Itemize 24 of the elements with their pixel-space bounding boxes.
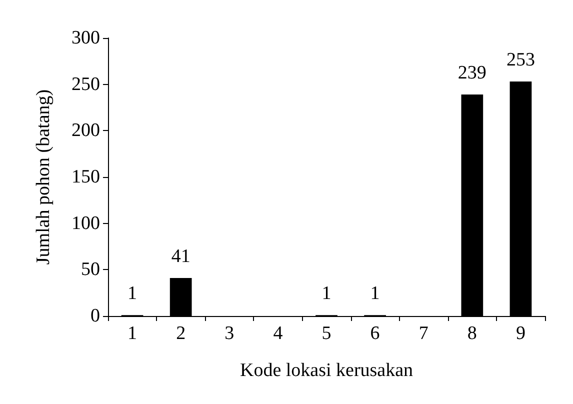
- x-tick-label: 9: [516, 323, 526, 344]
- y-tick-label: 0: [90, 306, 100, 326]
- y-axis-title: Jumlah pohon (batang): [33, 89, 54, 265]
- data-label: 1: [322, 283, 332, 304]
- x-tick-label: 1: [128, 323, 138, 344]
- x-tick-label: 8: [467, 323, 477, 344]
- x-tick-label: 5: [322, 323, 332, 344]
- y-tick-label: 200: [72, 120, 100, 142]
- y-tick-label: 150: [72, 166, 100, 188]
- y-tick-label: 300: [72, 28, 100, 48]
- y-tick-label: 50: [81, 259, 100, 280]
- x-axis-title: Kode lokasi kerusakan: [240, 360, 414, 381]
- data-label: 253: [506, 50, 535, 71]
- data-label: 41: [171, 246, 190, 268]
- x-tick-label: 3: [224, 323, 234, 344]
- data-label: 1: [128, 283, 138, 304]
- data-label: 1: [370, 283, 380, 304]
- y-tick-label: 250: [72, 74, 100, 95]
- x-tick-label: 2: [176, 323, 186, 344]
- y-tick-label: 100: [72, 212, 100, 234]
- x-tick-label: 6: [370, 323, 380, 344]
- data-label: 239: [458, 62, 486, 84]
- x-tick-label: 4: [273, 323, 284, 344]
- x-tick-label: 7: [418, 323, 428, 344]
